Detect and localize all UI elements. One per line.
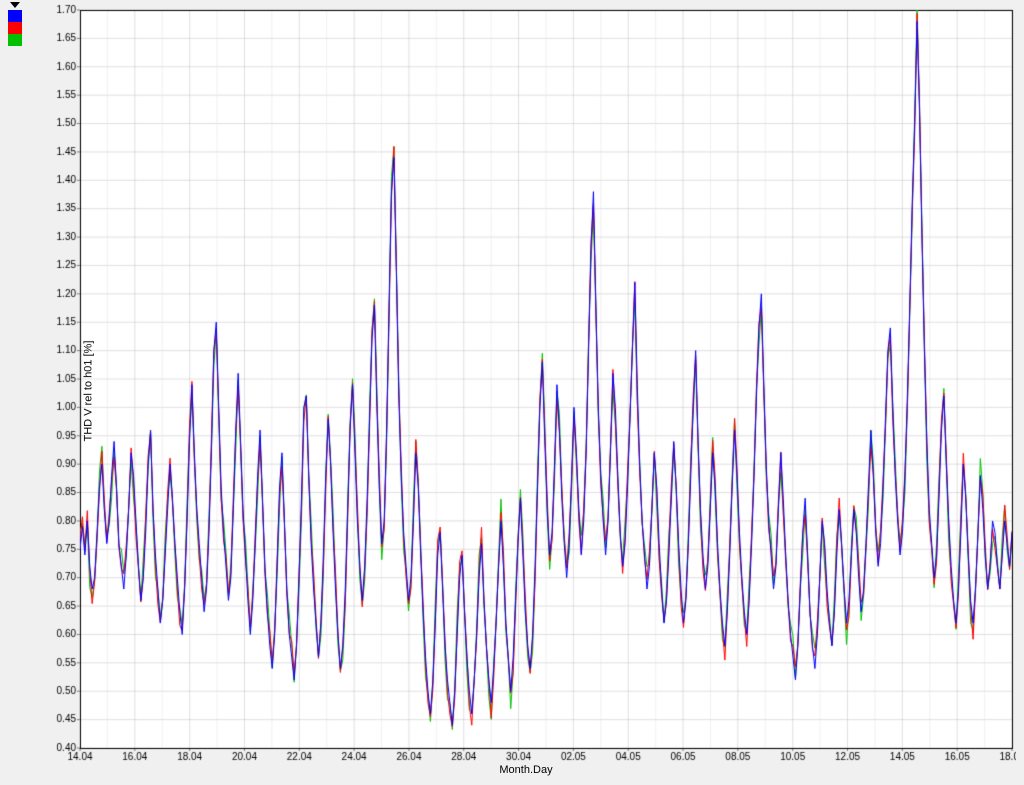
- chart-canvas[interactable]: [36, 4, 1016, 778]
- x-axis-label: Month.Day: [499, 764, 552, 776]
- chart-area[interactable]: THD V rel to h01 [%] Month.Day: [36, 4, 1016, 778]
- legend-swatch-3: [8, 34, 22, 46]
- chart-container: THD V rel to h01 [%] Month.Day: [0, 0, 1024, 785]
- legend-swatch-2: [8, 22, 22, 34]
- legend-dropdown-icon[interactable]: [10, 2, 20, 8]
- y-axis-label: THD V rel to h01 [%]: [82, 341, 94, 442]
- legend[interactable]: [6, 2, 24, 46]
- legend-swatch-1: [8, 10, 22, 22]
